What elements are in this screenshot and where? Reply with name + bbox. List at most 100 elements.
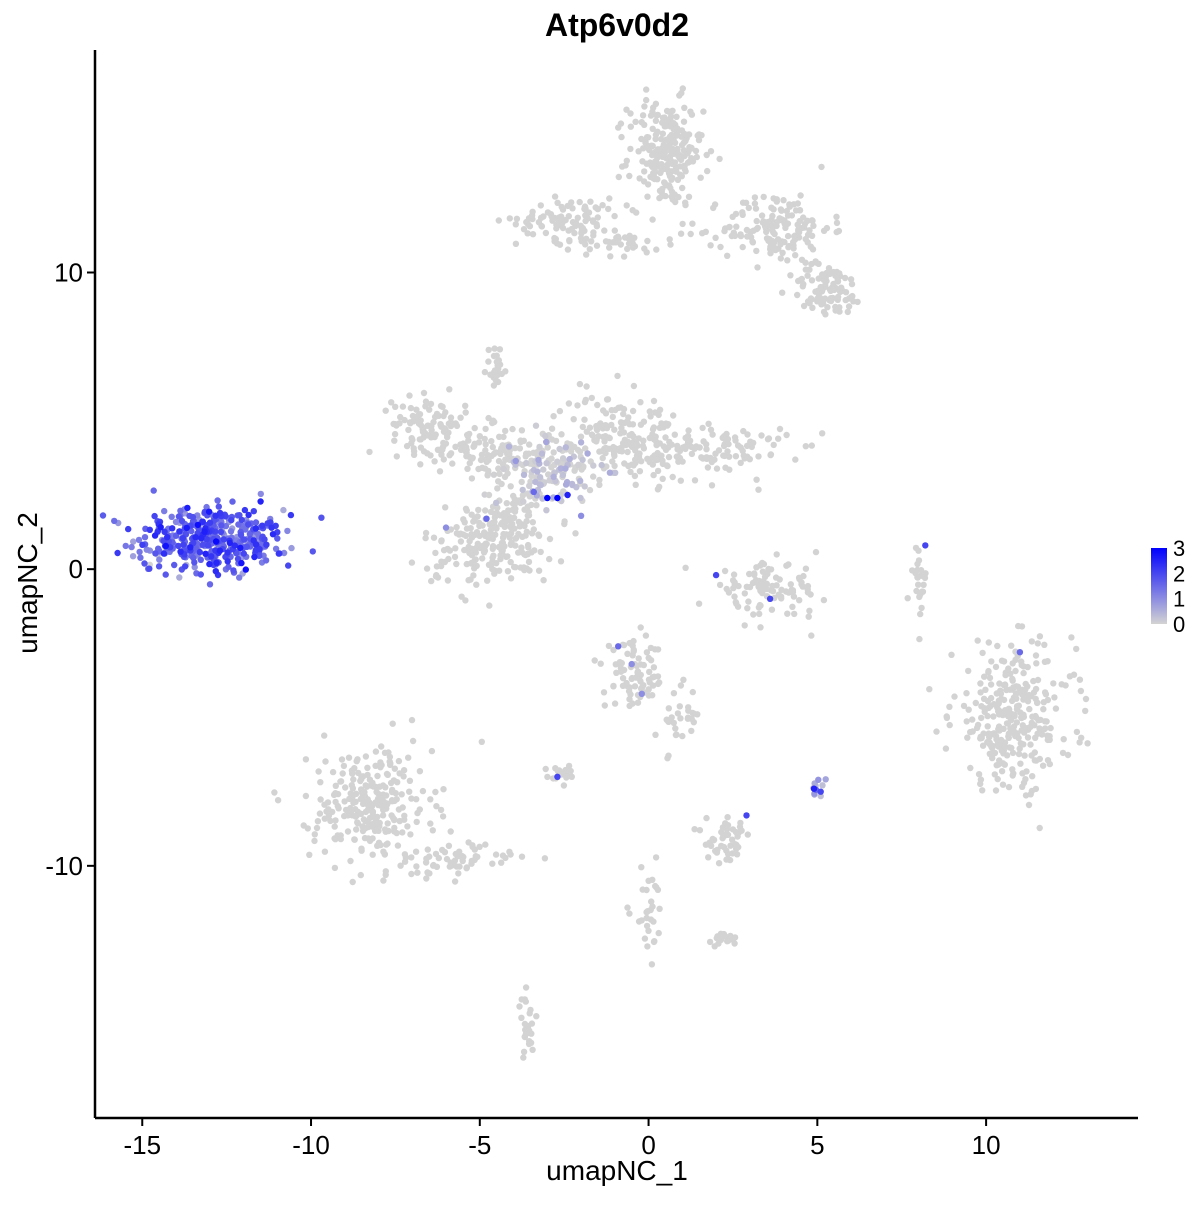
cell-point bbox=[637, 421, 645, 428]
cell-point bbox=[520, 437, 527, 444]
cell-point bbox=[705, 420, 712, 427]
cell-point bbox=[518, 427, 526, 434]
cell-point bbox=[399, 829, 406, 836]
cell-point bbox=[561, 518, 568, 525]
cell-point bbox=[650, 664, 658, 671]
cell-point bbox=[664, 422, 671, 429]
cell-point bbox=[922, 542, 929, 549]
cell-point bbox=[554, 199, 561, 206]
cell-point bbox=[318, 514, 325, 521]
cell-point bbox=[739, 209, 746, 216]
cell-point bbox=[723, 856, 730, 863]
cell-point bbox=[626, 910, 633, 917]
cell-point bbox=[633, 209, 640, 216]
cell-point bbox=[194, 521, 202, 529]
cell-point bbox=[964, 734, 971, 741]
cell-point bbox=[605, 642, 613, 650]
cell-point bbox=[360, 816, 368, 823]
cell-point bbox=[432, 850, 440, 858]
cell-point bbox=[833, 219, 841, 227]
cell-point bbox=[391, 430, 399, 438]
cell-point bbox=[721, 567, 729, 575]
cell-point bbox=[1008, 642, 1015, 649]
cell-point bbox=[746, 570, 753, 578]
cell-point bbox=[377, 759, 384, 766]
cell-point bbox=[1034, 640, 1042, 647]
cell-point bbox=[455, 870, 462, 877]
cell-point bbox=[690, 710, 698, 717]
cell-point bbox=[997, 687, 1004, 694]
cell-point bbox=[625, 414, 632, 421]
cell-point bbox=[982, 686, 989, 693]
cell-point bbox=[703, 151, 710, 159]
cell-point bbox=[662, 434, 669, 441]
cell-point bbox=[564, 491, 571, 499]
cell-point bbox=[226, 539, 233, 547]
cell-point bbox=[623, 106, 630, 113]
cell-point bbox=[225, 563, 232, 571]
cell-point bbox=[946, 703, 953, 710]
cell-point bbox=[834, 296, 841, 303]
x-tick-label: 5 bbox=[810, 1130, 824, 1160]
cell-point bbox=[787, 581, 794, 588]
cell-point bbox=[413, 796, 420, 803]
cell-point bbox=[1060, 736, 1067, 743]
cell-point bbox=[557, 465, 565, 472]
cell-point bbox=[627, 123, 634, 130]
cell-point bbox=[554, 458, 561, 465]
cell-point bbox=[529, 1046, 536, 1054]
cell-point bbox=[525, 544, 532, 551]
cell-point bbox=[449, 460, 456, 467]
cell-point bbox=[364, 764, 371, 771]
cell-point bbox=[574, 214, 581, 221]
cell-point bbox=[977, 689, 984, 696]
cell-point bbox=[464, 465, 471, 472]
cell-point bbox=[419, 426, 426, 433]
cell-point bbox=[161, 528, 168, 535]
cell-point bbox=[501, 473, 509, 481]
cell-point bbox=[598, 461, 605, 469]
cell-point bbox=[586, 246, 593, 253]
cell-point bbox=[369, 779, 376, 787]
cell-point bbox=[767, 587, 775, 594]
cell-point bbox=[806, 227, 813, 234]
cell-point bbox=[274, 535, 281, 542]
cell-point bbox=[640, 445, 648, 452]
cell-point bbox=[445, 420, 453, 427]
cell-point bbox=[512, 457, 519, 465]
cell-point bbox=[566, 455, 573, 463]
cell-point bbox=[196, 548, 203, 556]
cell-point bbox=[1044, 736, 1052, 744]
cell-point bbox=[773, 551, 780, 558]
cell-point bbox=[640, 145, 647, 152]
cell-point bbox=[162, 571, 169, 578]
cell-point bbox=[189, 513, 197, 521]
cell-point bbox=[640, 661, 647, 669]
cell-point bbox=[751, 570, 758, 577]
cell-point bbox=[987, 703, 994, 710]
cell-point bbox=[672, 725, 679, 732]
cell-point bbox=[516, 1003, 523, 1010]
cell-point bbox=[437, 562, 445, 570]
cell-point bbox=[313, 824, 321, 832]
cell-point bbox=[690, 719, 697, 726]
cell-point bbox=[526, 482, 533, 490]
cell-point bbox=[577, 477, 584, 485]
cell-point bbox=[1036, 633, 1044, 640]
cell-point bbox=[171, 561, 178, 569]
cell-point bbox=[1024, 663, 1031, 671]
cell-point bbox=[447, 414, 455, 421]
cell-point bbox=[1040, 726, 1048, 733]
cell-point bbox=[750, 611, 757, 618]
cell-point bbox=[739, 199, 747, 206]
cell-point bbox=[566, 238, 573, 245]
cell-point bbox=[416, 411, 424, 418]
cell-point bbox=[512, 240, 520, 247]
cell-point bbox=[99, 512, 107, 519]
cell-point bbox=[1005, 734, 1012, 741]
cell-point bbox=[802, 266, 809, 273]
cell-point bbox=[591, 657, 598, 664]
cell-point bbox=[652, 854, 660, 861]
cell-point bbox=[1015, 622, 1022, 630]
cell-point bbox=[463, 443, 470, 451]
